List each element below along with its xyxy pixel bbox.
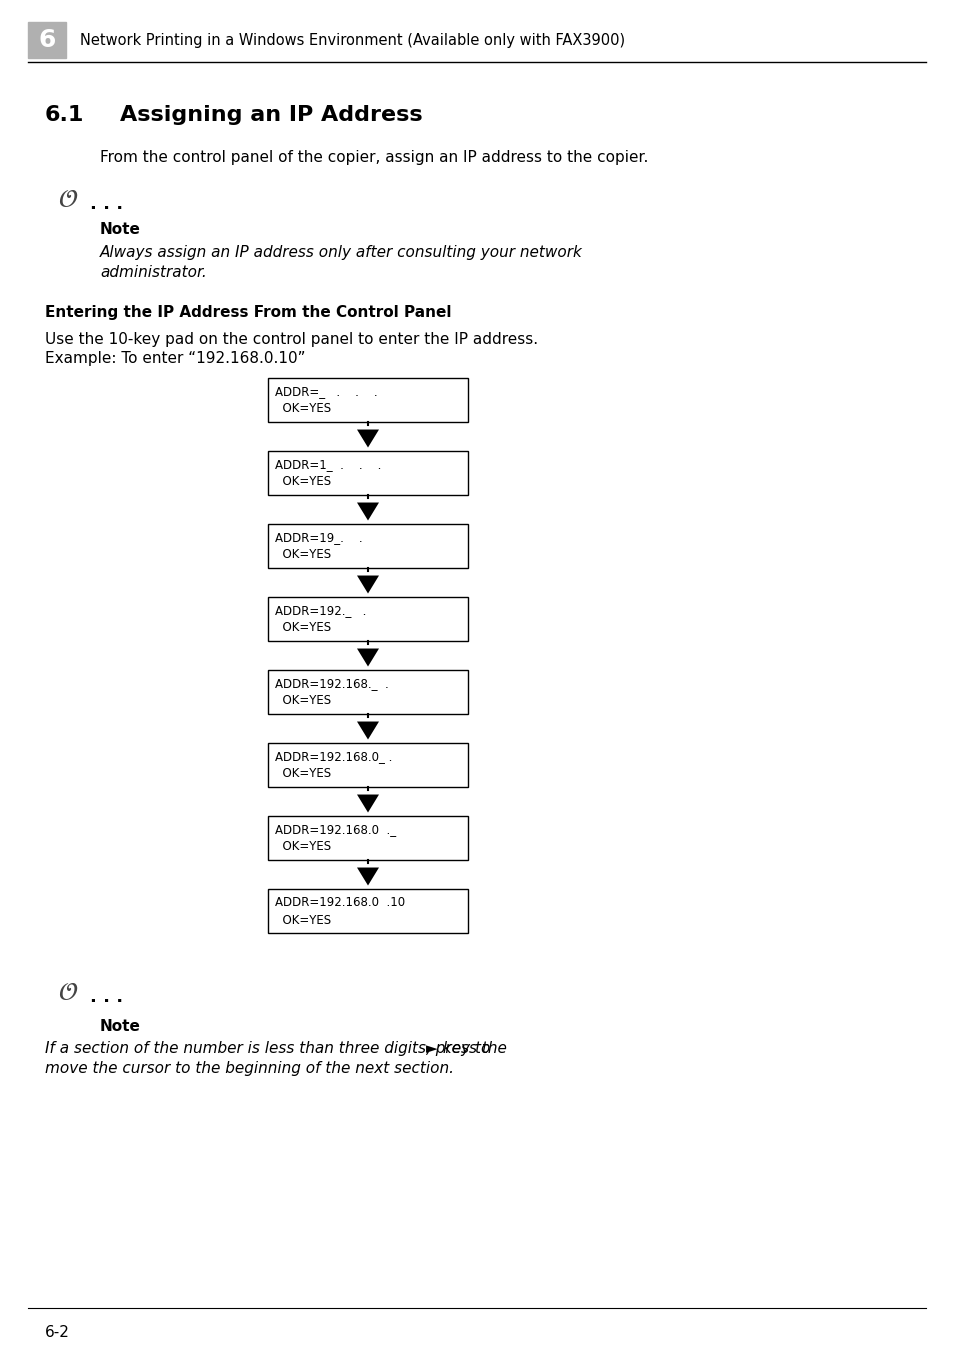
Text: 6-2: 6-2 (45, 1325, 70, 1340)
Text: Note: Note (100, 222, 141, 237)
Text: OK=YES: OK=YES (274, 549, 331, 561)
Text: From the control panel of the copier, assign an IP address to the copier.: From the control panel of the copier, as… (100, 150, 648, 165)
Text: ►: ► (425, 1041, 437, 1056)
Text: 6: 6 (38, 28, 55, 51)
Text: key to: key to (437, 1041, 490, 1056)
Text: Entering the IP Address From the Control Panel: Entering the IP Address From the Control… (45, 306, 451, 320)
Text: ADDR=192.168.0_ .: ADDR=192.168.0_ . (274, 750, 392, 764)
Polygon shape (356, 430, 378, 448)
Text: ADDR=192._   .: ADDR=192._ . (274, 604, 366, 618)
Text: $\mathcal{O}$: $\mathcal{O}$ (58, 188, 78, 212)
Text: Note: Note (100, 1019, 141, 1034)
Text: ADDR=192.168._  .: ADDR=192.168._ . (274, 677, 388, 691)
Bar (28, 22, 66, 58)
Text: OK=YES: OK=YES (274, 914, 331, 926)
Text: OK=YES: OK=YES (274, 403, 331, 415)
Polygon shape (356, 576, 378, 594)
Text: ADDR=192.168.0  ._: ADDR=192.168.0 ._ (274, 823, 395, 837)
Text: Network Printing in a Windows Environment (Available only with FAX3900): Network Printing in a Windows Environmen… (80, 32, 624, 47)
Text: If a section of the number is less than three digits, press the: If a section of the number is less than … (45, 1041, 511, 1056)
Text: Always assign an IP address only after consulting your network: Always assign an IP address only after c… (100, 245, 582, 260)
Text: OK=YES: OK=YES (274, 695, 331, 707)
Bar (268, 817, 468, 860)
Text: administrator.: administrator. (100, 265, 207, 280)
Polygon shape (356, 795, 378, 813)
Text: Use the 10-key pad on the control panel to enter the IP address.: Use the 10-key pad on the control panel … (45, 333, 537, 347)
Text: ADDR=192.168.0  .10: ADDR=192.168.0 .10 (274, 896, 405, 910)
Text: Assigning an IP Address: Assigning an IP Address (120, 105, 422, 124)
Bar (268, 452, 468, 495)
Polygon shape (356, 503, 378, 521)
Bar (268, 598, 468, 641)
Text: 6.1: 6.1 (45, 105, 84, 124)
Bar (268, 671, 468, 714)
Text: OK=YES: OK=YES (274, 841, 331, 853)
Text: OK=YES: OK=YES (274, 768, 331, 780)
Text: Example: To enter “192.168.0.10”: Example: To enter “192.168.0.10” (45, 352, 305, 366)
Polygon shape (356, 868, 378, 886)
Text: ADDR=_   .    .    .: ADDR=_ . . . (274, 385, 377, 399)
Text: move the cursor to the beginning of the next section.: move the cursor to the beginning of the … (45, 1061, 454, 1076)
Bar (268, 379, 468, 422)
Bar (268, 525, 468, 568)
Bar (268, 890, 468, 933)
Text: OK=YES: OK=YES (274, 622, 331, 634)
Text: ADDR=1_  .    .    .: ADDR=1_ . . . (274, 458, 381, 472)
Text: OK=YES: OK=YES (274, 476, 331, 488)
Text: ADDR=19_.    .: ADDR=19_. . (274, 531, 362, 545)
Polygon shape (356, 649, 378, 667)
Polygon shape (356, 722, 378, 740)
Bar (268, 744, 468, 787)
Text: . . .: . . . (90, 988, 123, 1006)
Text: $\mathcal{O}$: $\mathcal{O}$ (58, 982, 78, 1005)
Text: . . .: . . . (90, 195, 123, 214)
